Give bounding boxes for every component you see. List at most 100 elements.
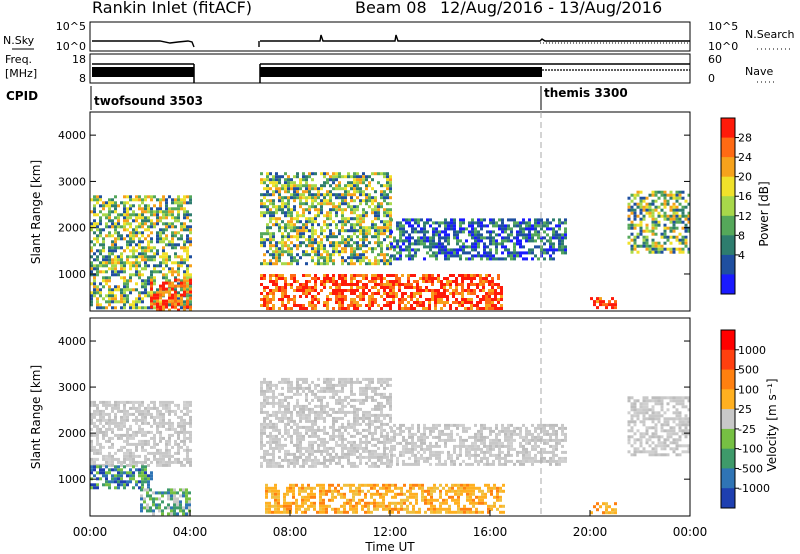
power-cell	[284, 307, 287, 310]
velocity-cell	[367, 504, 370, 508]
power-cell	[513, 254, 516, 258]
power-cell	[426, 245, 429, 249]
velocity-cell	[260, 392, 263, 396]
power-cell	[281, 277, 284, 280]
velocity-cell	[299, 425, 302, 429]
velocity-cell	[108, 445, 111, 449]
velocity-cell	[355, 489, 358, 493]
velocity-cell	[338, 377, 341, 381]
power-cell	[374, 217, 377, 221]
power-cell	[159, 234, 162, 238]
power-cell	[108, 261, 111, 265]
power-cell	[429, 218, 432, 222]
power-cell	[332, 235, 335, 239]
power-cell	[534, 245, 537, 249]
power-cell	[444, 224, 447, 228]
power-cell	[263, 262, 266, 266]
power-cell	[359, 193, 362, 197]
velocity-cell	[165, 451, 168, 455]
power-cell	[633, 226, 637, 230]
power-cell	[296, 175, 299, 179]
velocity-cell	[322, 507, 325, 511]
power-cell	[290, 217, 293, 221]
velocity-cell	[108, 460, 111, 464]
power-cell	[296, 226, 299, 230]
velocity-cell	[329, 461, 332, 465]
power-cell	[102, 243, 105, 247]
power-cell	[96, 237, 99, 241]
velocity-cell	[123, 403, 126, 407]
velocity-cell	[165, 448, 168, 452]
power-cell	[383, 259, 386, 263]
power-cell	[326, 259, 329, 263]
velocity-cell	[379, 486, 382, 490]
power-cell	[293, 208, 296, 212]
power-cell	[660, 208, 664, 212]
power-cell	[395, 295, 398, 298]
velocity-cell	[374, 428, 377, 432]
power-cell	[657, 214, 661, 218]
power-cell	[344, 238, 347, 242]
velocity-cell	[144, 433, 147, 437]
power-cell	[111, 291, 114, 295]
power-cell	[513, 224, 516, 228]
power-cell	[356, 253, 359, 257]
power-cell	[102, 264, 105, 268]
power-cell	[272, 262, 275, 266]
velocity-cell	[355, 486, 358, 490]
velocity-cell	[302, 458, 305, 462]
power-cell	[144, 267, 147, 271]
power-cell	[290, 184, 293, 188]
power-cell	[390, 230, 393, 234]
velocity-cell	[358, 492, 361, 496]
power-cell	[416, 280, 419, 283]
velocity-cell	[177, 448, 180, 452]
power-cell	[150, 240, 153, 244]
velocity-cell	[144, 442, 147, 446]
power-cell	[105, 294, 108, 298]
power-cell	[281, 298, 284, 301]
velocity-cell	[296, 413, 299, 417]
power-cell	[552, 233, 555, 237]
power-cell	[186, 195, 189, 199]
velocity-cell	[277, 510, 280, 514]
power-cell	[123, 276, 126, 280]
power-cell	[675, 205, 679, 209]
power-cell	[335, 289, 338, 292]
power-cell	[141, 291, 144, 295]
velocity-cell	[325, 489, 328, 493]
power-ytick-label: 4000	[58, 129, 86, 142]
power-cell	[458, 304, 461, 307]
velocity-cell	[374, 416, 377, 420]
power-cell	[287, 247, 290, 251]
velocity-cell	[182, 509, 185, 513]
power-cell	[483, 236, 486, 240]
power-cell	[654, 244, 658, 248]
power-cell	[129, 306, 132, 310]
velocity-cell	[96, 427, 99, 431]
velocity-cell	[140, 506, 143, 510]
power-cell	[177, 302, 180, 306]
power-cell	[362, 217, 365, 221]
velocity-cell	[132, 412, 135, 416]
power-cell	[311, 238, 314, 242]
velocity-cell	[274, 498, 277, 502]
velocity-cell	[311, 458, 314, 462]
power-cell	[329, 241, 332, 245]
velocity-cell	[389, 407, 392, 411]
power-cell	[368, 229, 371, 233]
power-cell	[657, 244, 661, 248]
velocity-cell	[96, 477, 99, 481]
velocity-cell	[281, 416, 284, 420]
velocity-cell	[383, 392, 386, 396]
power-cell	[359, 295, 362, 298]
power-cell	[144, 210, 147, 214]
power-cell	[537, 236, 540, 240]
power-cell	[519, 242, 522, 246]
power-cell	[356, 307, 359, 310]
velocity-cell	[377, 380, 380, 384]
velocity-cell	[301, 486, 304, 490]
power-cell	[296, 196, 299, 200]
power-cell	[356, 220, 359, 224]
